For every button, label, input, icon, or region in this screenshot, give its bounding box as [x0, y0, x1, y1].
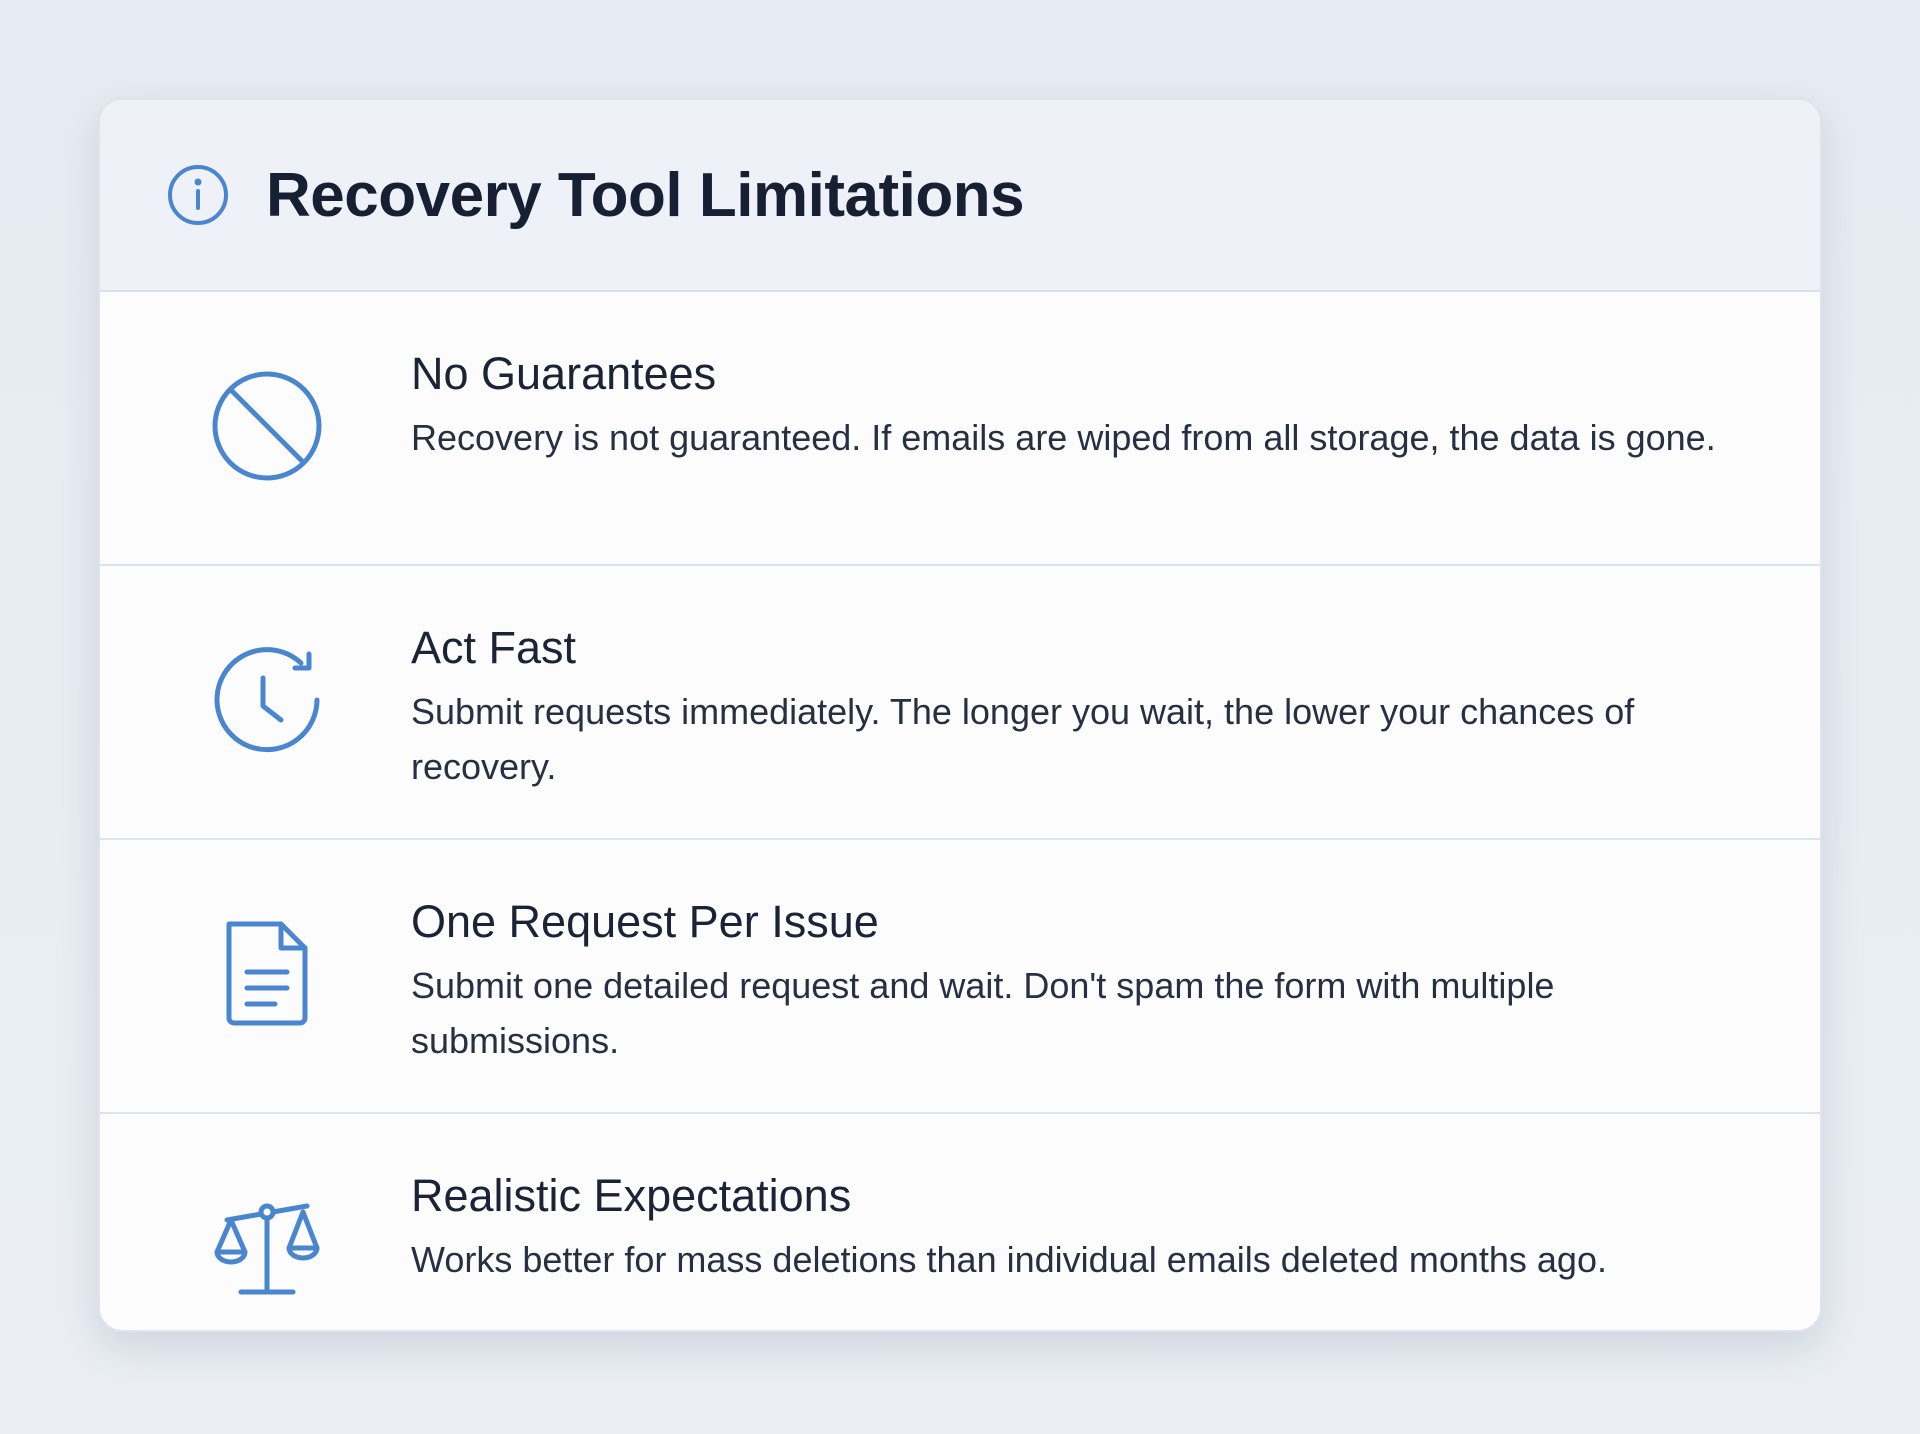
item-description: Recovery is not guaranteed. If emails ar…	[411, 417, 1716, 458]
item-title: One Request Per Issue	[411, 896, 879, 947]
clock-refresh-icon	[214, 647, 320, 753]
list-item: Act Fast Submit requests immediately. Th…	[100, 566, 1820, 840]
item-title: Realistic Expectations	[411, 1170, 852, 1221]
item-description: Submit requests immediately. The longer …	[411, 691, 1635, 787]
list-item: One Request Per Issue Submit one detaile…	[100, 840, 1820, 1114]
item-description: Works better for mass deletions than ind…	[411, 1239, 1607, 1280]
item-description: Submit one detailed request and wait. Do…	[411, 965, 1555, 1061]
item-title: No Guarantees	[411, 348, 717, 399]
info-icon	[168, 165, 228, 225]
list-item: No Guarantees Recovery is not guaranteed…	[100, 292, 1820, 566]
prohibited-icon	[212, 371, 322, 481]
card-title: Recovery Tool Limitations	[266, 160, 1025, 230]
list-item: Realistic Expectations Works better for …	[100, 1114, 1820, 1330]
item-title: Act Fast	[411, 622, 577, 673]
scale-icon	[214, 1203, 320, 1295]
limitations-card: Recovery Tool Limitations No Guarantees …	[98, 98, 1822, 1332]
card-header: Recovery Tool Limitations	[100, 100, 1820, 292]
document-icon	[226, 921, 308, 1026]
